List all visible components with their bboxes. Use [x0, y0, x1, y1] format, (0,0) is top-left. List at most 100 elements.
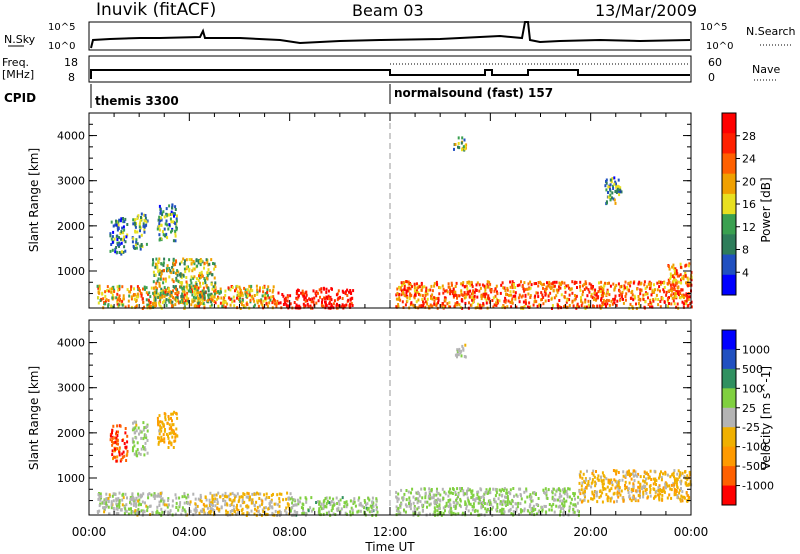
power-colorbar-tick: 8 — [742, 244, 749, 257]
power-region-8 — [604, 176, 623, 206]
power-data-cells — [96, 136, 693, 310]
velocity-region-7 — [578, 469, 693, 504]
velocity-region-3 — [109, 424, 129, 463]
time-tick-label: 08:00 — [272, 525, 307, 539]
velocity-colorbar-swatch — [722, 330, 736, 350]
cpid-panel: CPID themis 3300 normalsound (fast) 157 — [4, 84, 553, 108]
noise-right-tick-top: 10^5 — [700, 22, 727, 33]
freq-panel: Freq. [MHz] 18 8 60 0 Nave — [2, 55, 780, 84]
power-ytick-label: 3000 — [57, 175, 85, 188]
power-region-2 — [277, 286, 355, 310]
freq-tick-bottom: 8 — [68, 71, 75, 84]
velocity-colorbar-tick: -1000 — [742, 480, 774, 493]
time-tick-label: 00:00 — [72, 525, 107, 539]
power-colorbar-swatch — [722, 153, 736, 175]
velocity-ytick-label: 4000 — [57, 337, 85, 350]
power-region-3 — [109, 217, 129, 256]
velocity-region-0 — [96, 491, 191, 517]
power-colorbar-swatch — [722, 234, 736, 256]
power-colorbar-swatch — [722, 214, 736, 235]
freq-trace — [90, 69, 690, 79]
velocity-ytick-label: 3000 — [57, 382, 85, 395]
velocity-region-5 — [156, 410, 179, 449]
velocity-colorbar-tick: 100 — [742, 382, 763, 395]
power-colorbar-swatch — [722, 133, 736, 154]
velocity-colorbar-tick: -100 — [742, 441, 767, 454]
power-colorbar-label: Power [dB] — [759, 177, 773, 242]
time-tick-label: 00:00 — [674, 525, 709, 539]
freq-label-1: Freq. — [2, 56, 29, 69]
time-tick-label: 12:00 — [373, 525, 408, 539]
velocity-axes: 1000 2000 3000 4000 — [57, 319, 692, 516]
title: Inuvik (fitACF) — [96, 0, 216, 20]
power-panel: 1000 2000 3000 4000 Slant Range [km] — [27, 112, 693, 310]
power-ylabel: Slant Range [km] — [27, 148, 41, 252]
power-region-6 — [395, 280, 693, 310]
power-axes: 1000 2000 3000 4000 — [57, 112, 692, 309]
velocity-colorbar-tick: 25 — [742, 402, 756, 415]
freq-tick-top: 18 — [64, 56, 78, 69]
noise-left-tick-bottom: 10^0 — [48, 41, 75, 52]
velocity-colorbar-tick: -25 — [742, 421, 760, 434]
nave-label: Nave — [752, 63, 780, 76]
velocity-data-cells — [96, 343, 693, 517]
velocity-colorbar-swatch — [722, 349, 736, 370]
noise-panel: N.Sky 10^5 10^0 10^5 10^0 N.Search — [4, 21, 796, 52]
power-region-7 — [453, 136, 468, 152]
power-colorbar-swatch — [722, 173, 736, 195]
velocity-colorbar-tick: -500 — [742, 460, 767, 473]
nave-tick-bottom: 0 — [708, 71, 715, 84]
time-axis-label: Time UT — [364, 540, 415, 554]
power-colorbar-swatch — [722, 274, 736, 296]
power-colorbar-swatch — [722, 254, 736, 276]
velocity-colorbar-swatch — [722, 368, 736, 389]
power-region-9 — [666, 262, 693, 288]
time-tick-label: 16:00 — [473, 525, 508, 539]
velocity-colorbar-swatch — [722, 446, 736, 467]
velocity-colorbar: 1000 500 100 25 -25 -100 -500 -1000 — [721, 329, 774, 506]
velocity-ylabel: Slant Range [km] — [27, 366, 41, 470]
velocity-region-4 — [131, 420, 149, 458]
power-colorbar-swatch — [722, 113, 736, 134]
power-ytick-label: 4000 — [57, 130, 85, 143]
power-ytick-label: 2000 — [57, 220, 85, 233]
velocity-colorbar-label: Velocity [m s^-1] — [759, 366, 773, 470]
velocity-region-8 — [454, 343, 467, 359]
freq-label-2: [MHz] — [2, 68, 34, 81]
velocity-region-1 — [189, 491, 292, 517]
velocity-panel: 1000 2000 3000 4000 Slant Range [km] — [27, 319, 693, 517]
noise-left-tick-top: 10^5 — [48, 22, 75, 33]
noise-right-tick-bottom: 10^0 — [706, 41, 733, 52]
time-tick-label: 20:00 — [573, 525, 608, 539]
time-axis-ticks: 00:00 04:00 08:00 12:00 16:00 20:00 00:00 — [72, 525, 709, 539]
power-colorbar-tick: 12 — [742, 221, 756, 234]
power-colorbar-tick: 4 — [742, 266, 749, 279]
power-colorbar-swatch — [722, 193, 736, 215]
power-colorbar-tick: 28 — [742, 130, 756, 143]
velocity-colorbar-swatch — [722, 388, 736, 409]
beam-label: Beam 03 — [352, 1, 424, 20]
noise-right-label: N.Search — [746, 25, 796, 38]
power-colorbar-tick: 24 — [742, 153, 756, 166]
cpid-mode-2: normalsound (fast) 157 — [394, 86, 553, 100]
noise-sky-trace — [90, 21, 691, 49]
cpid-label: CPID — [4, 91, 36, 105]
power-ytick-label: 1000 — [57, 265, 85, 278]
power-region-4 — [131, 212, 149, 251]
velocity-colorbar-tick: 500 — [742, 363, 763, 376]
power-colorbar-tick: 20 — [742, 175, 756, 188]
time-tick-label: 04:00 — [172, 525, 207, 539]
velocity-ytick-label: 1000 — [57, 472, 85, 485]
power-region-1 — [151, 257, 217, 306]
velocity-colorbar-swatch — [722, 485, 736, 506]
power-colorbar-tick: 16 — [742, 198, 756, 211]
cpid-mode-1: themis 3300 — [95, 94, 179, 108]
power-colorbar: 4 8 12 16 20 24 28 — [721, 112, 756, 296]
velocity-colorbar-swatch — [722, 466, 736, 487]
power-region-5 — [156, 203, 178, 243]
noise-left-label: N.Sky — [4, 33, 36, 46]
velocity-colorbar-tick: 1000 — [742, 343, 770, 356]
velocity-colorbar-swatch — [722, 407, 736, 428]
velocity-ytick-label: 2000 — [57, 427, 85, 440]
